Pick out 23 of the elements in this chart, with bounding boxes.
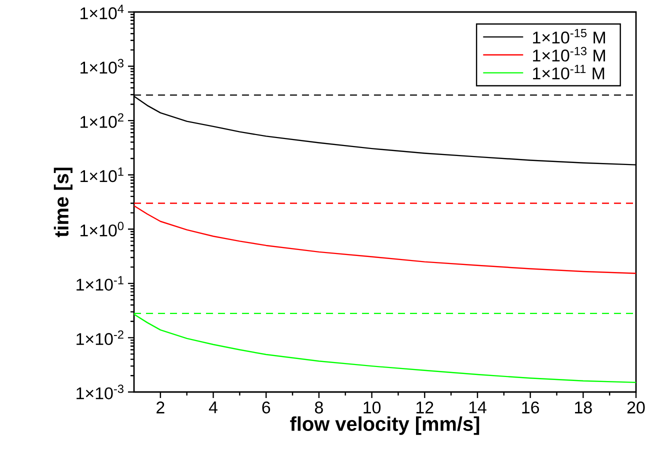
x-tick-label: 4 — [208, 401, 218, 414]
legend-label: 1×10$^{-15}$ M — [533, 28, 605, 44]
legend-label: 1×10$^{-13}$ M — [533, 46, 605, 62]
x-tick-label: 12 — [416, 401, 434, 414]
y-tick-label: 1×10$^{3}$ — [80, 58, 124, 74]
x-tick-label: 18 — [575, 401, 592, 414]
y-tick-label: 1×10$^{2}$ — [80, 113, 124, 128]
x-tick-label: 2 — [156, 401, 164, 414]
y-tick-label: 1×10$^{-3}$ — [76, 384, 124, 400]
x-axis-title: flow velocity [mm/s] — [290, 416, 480, 435]
y-tick-label: 1×10$^{-2}$ — [76, 330, 124, 346]
y-tick-label: 1×10$^{4}$ — [80, 4, 124, 20]
x-tick-label: 20 — [627, 401, 645, 414]
x-tick-label: 14 — [469, 401, 486, 414]
x-tick-label: 6 — [262, 401, 270, 414]
y-axis-title: time [s] — [54, 168, 72, 238]
y-tick-label: 1×10$^{0}$ — [80, 222, 124, 236]
x-tick-label: 8 — [314, 401, 323, 414]
legend-label: 1×10$^{-11}$ M — [533, 64, 604, 80]
x-tick-label: 10 — [364, 401, 381, 414]
x-tick-label: 16 — [522, 401, 539, 414]
y-tick-label: 1×10$^{-1}$ — [76, 276, 124, 291]
y-tick-label: 1×10$^{1}$ — [80, 168, 124, 182]
